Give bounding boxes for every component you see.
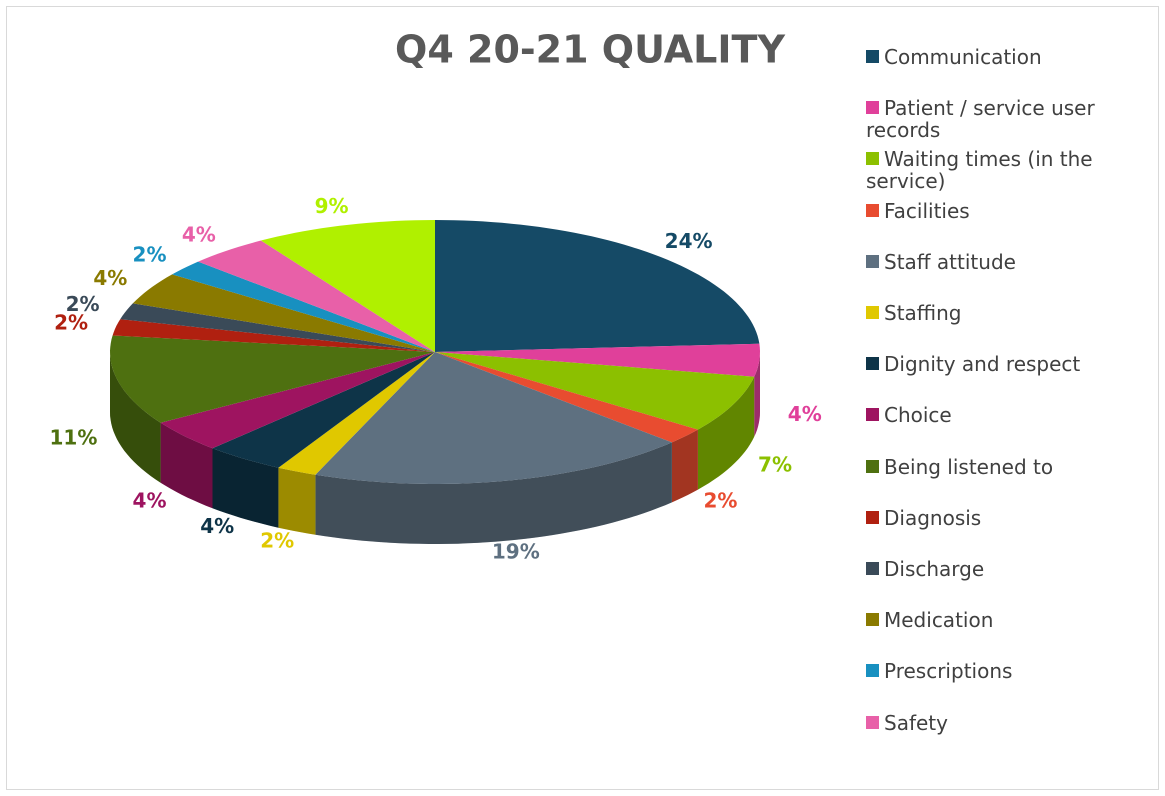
legend-label: Waiting times (in the service) — [866, 147, 1093, 194]
data-label: 4% — [200, 514, 234, 538]
slice-side-shade — [212, 448, 279, 528]
slice — [110, 335, 435, 423]
chart-title: Q4 20-21 QUALITY — [395, 28, 785, 72]
legend-label: Safety — [884, 710, 948, 735]
pie-sides — [110, 352, 760, 544]
legend-swatch — [866, 357, 879, 371]
legend-item: Staff attitude — [866, 251, 1116, 273]
legend-swatch — [866, 510, 879, 524]
legend-label: Staffing — [884, 301, 962, 325]
slice-side — [671, 429, 698, 503]
legend-label: Choice — [884, 403, 952, 428]
slice — [260, 220, 435, 352]
legend-swatch — [866, 562, 879, 575]
legend-swatch — [866, 152, 879, 166]
data-label: 2% — [260, 529, 294, 553]
legend-item: Communication — [866, 46, 1116, 68]
slice-side — [160, 422, 213, 509]
legend-item: Choice — [866, 404, 1116, 426]
slice — [212, 352, 435, 468]
slice-side — [754, 352, 760, 437]
data-label: 24% — [665, 229, 713, 253]
slice — [435, 352, 755, 430]
data-label: 4% — [788, 402, 822, 426]
slice — [160, 352, 435, 449]
legend-swatch — [866, 50, 879, 63]
slice-side — [212, 448, 279, 528]
legend-label: Prescriptions — [884, 659, 1013, 684]
legend-label: Medication — [884, 608, 994, 633]
slice-side-shade — [278, 467, 316, 535]
slice-side-shade — [315, 442, 672, 544]
slice-side-shade — [160, 422, 213, 509]
slice-side — [110, 352, 161, 483]
slice — [435, 220, 760, 352]
slice-side — [278, 467, 316, 535]
data-label: 7% — [758, 452, 792, 476]
slice — [315, 352, 672, 484]
legend-item: Facilities — [866, 200, 1116, 222]
legend-item: Prescriptions — [866, 660, 1116, 682]
legend-label: Facilities — [884, 198, 970, 223]
legend-swatch — [866, 306, 879, 319]
legend-item: Being listened to — [866, 456, 1116, 478]
data-label: 2% — [54, 310, 88, 334]
legend-label: Communication — [884, 45, 1042, 69]
slice — [198, 240, 435, 352]
legend-item: Safety — [866, 712, 1116, 734]
slice — [435, 343, 760, 377]
legend-item: Medication — [866, 609, 1116, 631]
slice — [435, 352, 698, 443]
data-label: 19% — [492, 539, 540, 563]
data-label: 4% — [182, 223, 216, 247]
legend-swatch — [866, 254, 879, 268]
legend-label: Diagnosis — [884, 505, 982, 530]
legend-label: Discharge — [884, 557, 985, 581]
data-label: 2% — [133, 243, 167, 267]
legend-item: Dignity and respect — [866, 353, 1116, 375]
legend-swatch — [866, 203, 879, 217]
legend-item: Staffing — [866, 302, 1116, 324]
slice-side — [697, 376, 755, 490]
legend-item: Patient / service user records — [866, 97, 1116, 141]
legend-swatch — [866, 101, 879, 115]
slice-side-shade — [671, 429, 698, 503]
legend-swatch — [866, 715, 879, 729]
legend-label: Dignity and respect — [884, 352, 1081, 377]
legend-swatch — [866, 459, 879, 473]
slice — [132, 274, 436, 352]
slice — [172, 261, 435, 352]
data-label: 4% — [93, 266, 127, 290]
data-label: 11% — [49, 425, 97, 449]
legend-item: Diagnosis — [866, 507, 1116, 529]
data-label: 2% — [66, 292, 100, 316]
data-label: 4% — [133, 488, 167, 512]
slice-side-shade — [697, 376, 755, 490]
legend-item: Discharge — [866, 558, 1116, 580]
legend-label: Patient / service user records — [866, 96, 1095, 143]
slice — [112, 319, 435, 352]
legend-swatch — [866, 664, 879, 678]
legend-swatch — [866, 408, 879, 422]
legend-item: Waiting times (in the service) — [866, 148, 1116, 192]
slice-side-shade — [110, 352, 161, 483]
legend-swatch — [866, 613, 879, 627]
legend-label: Staff attitude — [884, 249, 1016, 274]
slice — [278, 352, 435, 475]
slice-side — [315, 442, 672, 544]
slice — [120, 303, 435, 352]
slice-side-shade — [754, 352, 760, 437]
data-label: 2% — [703, 488, 737, 512]
data-label: 9% — [315, 194, 349, 218]
legend-label: Being listened to — [884, 454, 1054, 479]
